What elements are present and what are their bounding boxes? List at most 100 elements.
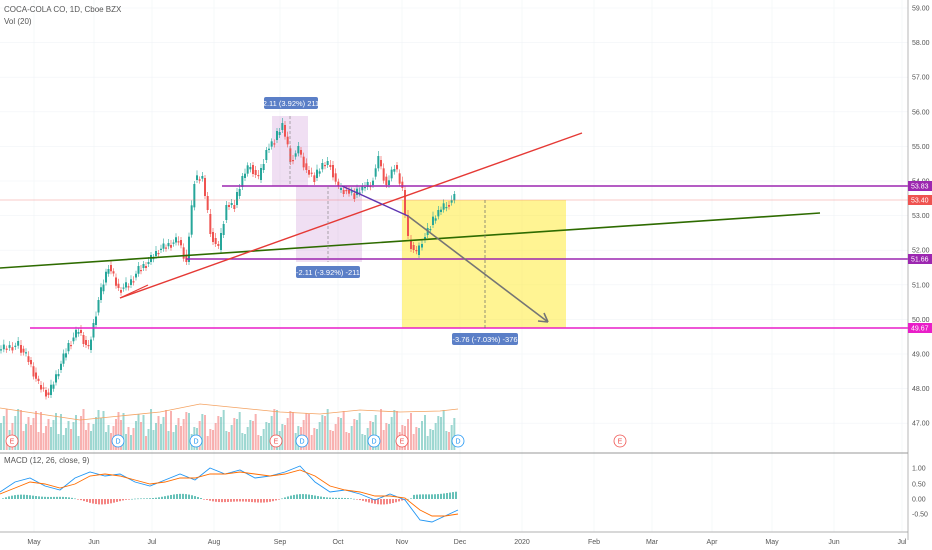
volume-bar <box>284 425 286 450</box>
candle-body <box>105 271 107 283</box>
volume-bar <box>201 414 204 450</box>
volume-bar <box>102 411 105 450</box>
macd-hist-bar <box>17 494 19 499</box>
candle-body <box>147 262 150 264</box>
candle-body <box>453 194 456 201</box>
candle-body <box>198 179 201 181</box>
volume-bar <box>222 410 225 450</box>
volume-bar <box>127 427 130 450</box>
dividend-event-marker[interactable]: D <box>367 434 381 448</box>
macd-hist-bar <box>68 497 70 499</box>
red-trend-line[interactable] <box>119 132 583 299</box>
candle-body <box>137 266 140 274</box>
candle-body <box>100 287 102 300</box>
volume-bar <box>390 417 393 450</box>
time-tick-label: Jul <box>148 539 157 546</box>
candle-body <box>92 323 95 338</box>
macd-hist-bar <box>116 499 118 502</box>
candle-body <box>334 173 337 182</box>
macd-hist-bar <box>218 499 220 503</box>
volume-bar <box>429 429 432 450</box>
purple-down-line[interactable] <box>341 185 409 217</box>
time-tick-label: Feb <box>588 539 600 546</box>
macd-tick-label: 1.00 <box>912 466 926 473</box>
macd-hist-bar <box>164 496 166 499</box>
dividend-event-marker[interactable]: D <box>189 434 203 448</box>
earnings-event-marker[interactable]: E <box>395 434 409 448</box>
macd-hist-bar <box>203 499 205 500</box>
macd-hist-bar <box>152 498 154 499</box>
macd-hist-bar <box>287 496 289 499</box>
event-marker-label: D <box>193 439 198 446</box>
macd-hist-bar <box>227 499 229 502</box>
candle-body <box>180 240 182 246</box>
price-tick-label: 59.00 <box>912 6 930 13</box>
macd-hist-bar <box>356 499 358 500</box>
macd-hist-bar <box>296 494 298 499</box>
macd-hist-bar <box>329 497 331 499</box>
volume-bar <box>142 415 145 450</box>
macd-hist-bar <box>122 499 124 501</box>
volume-bar <box>72 422 75 450</box>
event-marker-label: E <box>274 439 279 446</box>
candle-body <box>450 200 453 203</box>
candle-body <box>135 273 137 278</box>
green-trend-line[interactable] <box>0 212 821 269</box>
macd-legend[interactable]: MACD (12, 26, close, 9) <box>4 456 90 465</box>
macd-hist-bar <box>50 496 52 499</box>
target-zone-box[interactable] <box>402 200 566 328</box>
volume-bar <box>95 417 97 450</box>
macd-hist-bar <box>173 494 175 499</box>
volume-legend[interactable]: Vol (20) <box>4 17 32 26</box>
candle-body <box>206 196 209 210</box>
macd-hist-bar <box>245 499 247 502</box>
macd-hist-bar <box>452 492 454 499</box>
volume-bar <box>353 419 356 450</box>
candle-body <box>445 207 448 209</box>
price-tick-label: 53.00 <box>912 213 930 220</box>
volume-bar <box>0 423 2 450</box>
macd-hist-bar <box>434 494 436 499</box>
event-marker-label: D <box>455 439 460 446</box>
forecast-arrow-head <box>537 312 549 323</box>
dividend-event-marker[interactable]: D <box>111 434 125 448</box>
volume-bar <box>385 423 388 450</box>
time-axis[interactable]: May Jun Jul Aug Sep Oct Nov Dec 2020 Feb Mar Apr May… <box>27 539 907 546</box>
event-marker-label: E <box>10 439 15 446</box>
candle-body <box>345 190 348 192</box>
price-axis[interactable]: 59.0058.0057.0056.0055.0054.0053.0052.00… <box>912 6 930 428</box>
earnings-event-marker[interactable]: E <box>269 434 283 448</box>
macd-hist-bar <box>389 499 391 504</box>
volume-bar <box>332 431 334 450</box>
candle-body <box>193 184 196 208</box>
volume-bar <box>337 417 340 450</box>
candle-body <box>385 176 388 185</box>
candle-body <box>222 224 225 235</box>
dividend-event-marker[interactable]: D <box>451 434 465 448</box>
volume-bar <box>305 413 308 450</box>
candle-body <box>353 193 356 199</box>
volume-bar <box>204 415 206 450</box>
candle-body <box>246 165 249 174</box>
dividend-event-marker[interactable]: D <box>295 434 309 448</box>
candle-body <box>157 253 160 255</box>
macd-axis[interactable]: 1.00 0.50 0.00 -0.50 <box>912 466 928 519</box>
volume-bar <box>382 430 385 450</box>
volume-bar <box>412 434 415 450</box>
earnings-event-marker[interactable]: E <box>5 434 19 448</box>
volume-bar <box>268 423 270 450</box>
macd-hist-bar <box>224 499 226 503</box>
symbol-legend[interactable]: COCA-COLA CO, 1D, Cboe BZX <box>4 5 122 14</box>
candle-body <box>72 337 75 342</box>
volume-bar <box>87 423 90 450</box>
candle-body <box>241 176 244 187</box>
candle-body <box>35 372 37 379</box>
candle-body <box>110 265 112 272</box>
candle-body <box>8 345 11 348</box>
earnings-event-marker[interactable]: E <box>613 434 627 448</box>
forecast-arrow-line[interactable] <box>407 215 549 323</box>
volume-bar <box>260 436 262 450</box>
volume-bar <box>396 411 398 450</box>
